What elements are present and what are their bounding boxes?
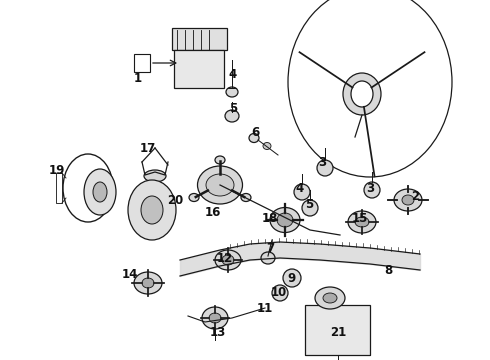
Text: 4: 4 <box>229 68 237 81</box>
Ellipse shape <box>355 217 369 227</box>
Ellipse shape <box>215 156 225 164</box>
FancyBboxPatch shape <box>174 50 224 88</box>
Ellipse shape <box>128 180 176 240</box>
Ellipse shape <box>215 250 241 270</box>
Ellipse shape <box>142 278 154 288</box>
Text: 5: 5 <box>305 198 313 211</box>
Ellipse shape <box>351 81 373 107</box>
Text: 19: 19 <box>49 163 65 176</box>
Ellipse shape <box>141 196 163 224</box>
Text: 3: 3 <box>366 181 374 194</box>
Bar <box>305 305 370 355</box>
Text: 9: 9 <box>287 271 295 284</box>
Circle shape <box>317 160 333 176</box>
Bar <box>56 173 62 203</box>
Ellipse shape <box>315 287 345 309</box>
Ellipse shape <box>241 194 251 202</box>
Text: 7: 7 <box>266 242 274 255</box>
Ellipse shape <box>209 313 221 323</box>
Text: 10: 10 <box>271 287 287 300</box>
Text: 3: 3 <box>318 157 326 170</box>
Text: 21: 21 <box>330 327 346 339</box>
Ellipse shape <box>226 87 238 97</box>
Ellipse shape <box>323 293 337 303</box>
Ellipse shape <box>261 252 275 264</box>
Ellipse shape <box>206 174 234 196</box>
Ellipse shape <box>249 134 259 143</box>
Text: 12: 12 <box>217 252 233 265</box>
Ellipse shape <box>402 195 414 205</box>
Ellipse shape <box>343 73 381 115</box>
Text: 14: 14 <box>122 269 138 282</box>
FancyBboxPatch shape <box>172 28 227 50</box>
Text: 15: 15 <box>352 211 368 225</box>
Ellipse shape <box>225 110 239 122</box>
Ellipse shape <box>84 169 116 215</box>
Text: 17: 17 <box>140 141 156 154</box>
Ellipse shape <box>348 211 376 233</box>
Text: 2: 2 <box>411 189 419 202</box>
Text: 1: 1 <box>134 72 142 85</box>
Text: 5: 5 <box>229 102 237 114</box>
Ellipse shape <box>134 272 162 294</box>
Text: 4: 4 <box>296 181 304 194</box>
Circle shape <box>272 285 288 301</box>
Circle shape <box>294 184 310 200</box>
Circle shape <box>364 182 380 198</box>
Ellipse shape <box>270 207 300 233</box>
Text: 16: 16 <box>205 206 221 219</box>
Circle shape <box>283 269 301 287</box>
Ellipse shape <box>93 182 107 202</box>
Text: 11: 11 <box>257 302 273 315</box>
Text: 8: 8 <box>384 264 392 276</box>
Ellipse shape <box>202 307 228 329</box>
Text: 6: 6 <box>251 126 259 139</box>
Ellipse shape <box>394 189 422 211</box>
Text: 13: 13 <box>210 327 226 339</box>
Ellipse shape <box>222 255 234 265</box>
Text: 20: 20 <box>167 194 183 207</box>
Bar <box>134 54 150 72</box>
Text: 18: 18 <box>262 211 278 225</box>
Ellipse shape <box>189 194 199 202</box>
Ellipse shape <box>277 213 293 227</box>
Circle shape <box>302 200 318 216</box>
Ellipse shape <box>197 166 243 204</box>
Ellipse shape <box>144 170 166 182</box>
Ellipse shape <box>263 143 271 149</box>
